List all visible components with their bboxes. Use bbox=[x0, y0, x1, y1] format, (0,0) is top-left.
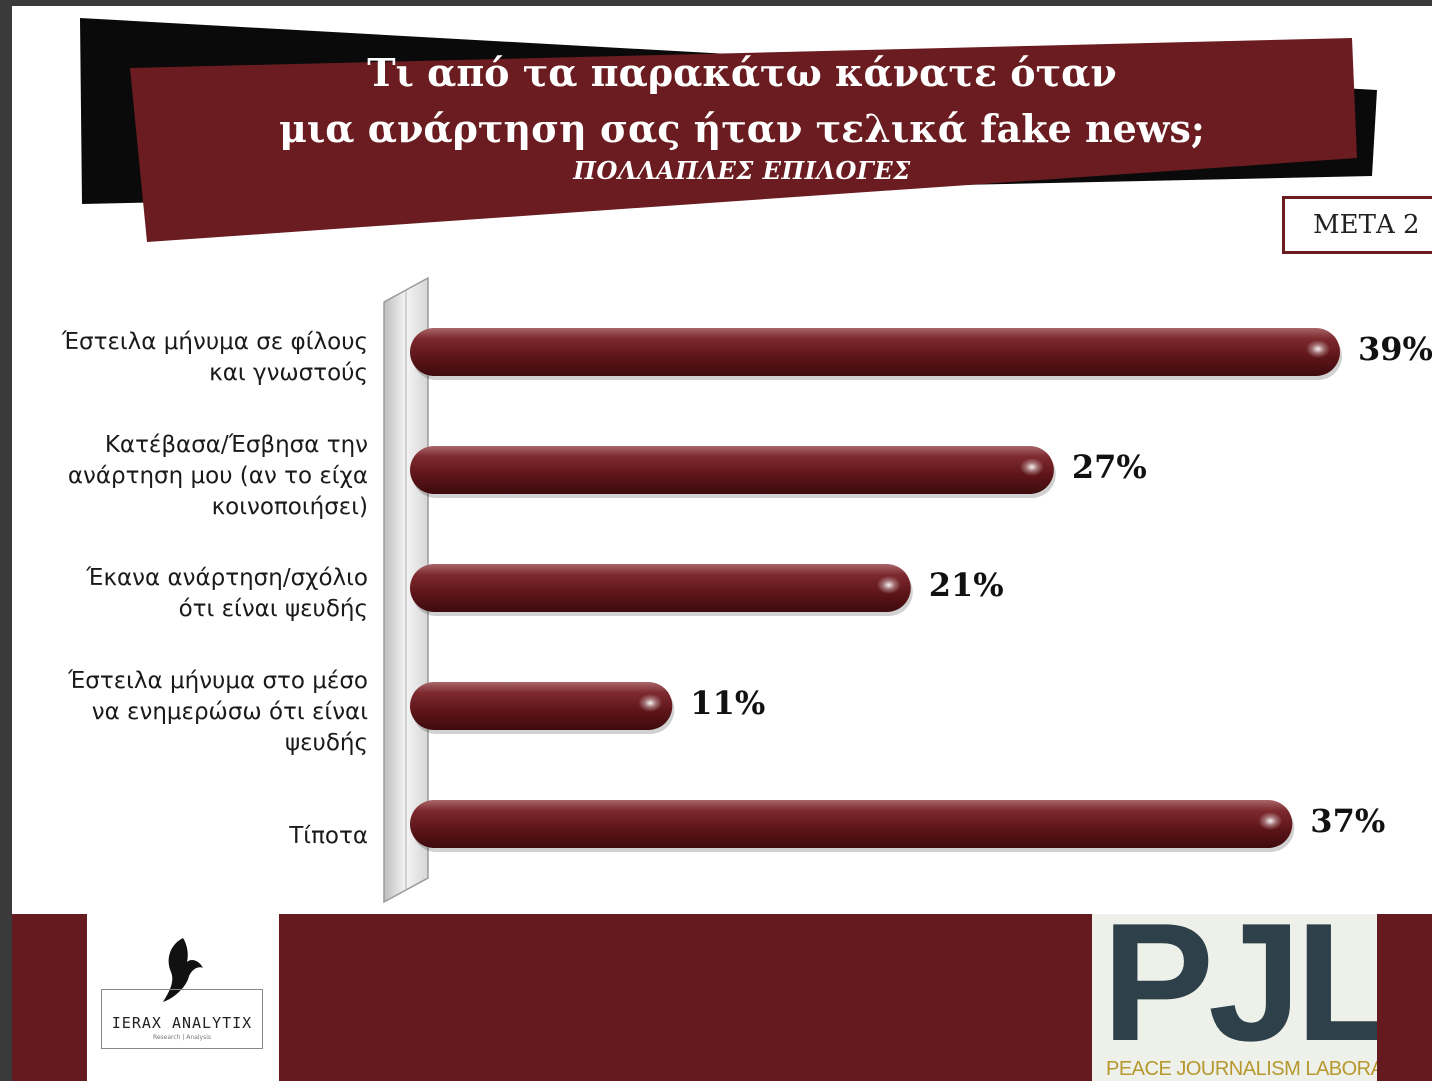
chart-wall bbox=[383, 276, 429, 904]
category-label-line: Έστειλα μήνυμα σε φίλους bbox=[61, 329, 368, 355]
value-label: 37% bbox=[1310, 802, 1386, 840]
ierax-logo-tagline: Research | Analysis bbox=[152, 1034, 212, 1041]
category-label-line: κοινοποιήσει) bbox=[211, 493, 368, 520]
bar-group bbox=[410, 800, 1295, 852]
category-label-line: ότι είναι ψευδής bbox=[178, 596, 368, 622]
category-label: Έστειλα μήνυμα στο μέσο να ενημερώσω ότι … bbox=[32, 666, 368, 759]
value-label: 27% bbox=[1071, 448, 1147, 486]
chart-subtitle: ΠΟΛΛΑΠΛΕΣ ΕΠΙΛΟΓΕΣ bbox=[573, 156, 911, 185]
slide-badge: ΜΕΤΑ 2 bbox=[1282, 196, 1432, 254]
slide: Τι από τα παρακάτω κάνατε όταν μια ανάρτ… bbox=[12, 6, 1432, 1081]
category-label-line: ψευδής bbox=[284, 729, 368, 756]
chart-title-line-2: μια ανάρτηση σας ήταν τελικά fake news; bbox=[279, 106, 1205, 151]
bar-series bbox=[410, 328, 1342, 852]
pjl-logo: PJL PEACE JOURNALISM LABORATORY bbox=[1092, 914, 1377, 1081]
title-banner bbox=[130, 38, 1357, 242]
bar bbox=[410, 564, 911, 612]
chart-title-line-1: Τι από τα παρακάτω κάνατε όταν bbox=[367, 50, 1117, 95]
value-label: 39% bbox=[1358, 330, 1432, 368]
bar bbox=[410, 446, 1054, 494]
category-label: Έκανα ανάρτηση/σχόλιο ότι είναι ψευδής bbox=[32, 563, 368, 625]
bar bbox=[410, 682, 673, 730]
bar-highlight bbox=[1019, 458, 1044, 476]
bar-highlight bbox=[1306, 340, 1330, 358]
bar-highlight bbox=[638, 694, 663, 712]
pjl-logo-letters: PJL bbox=[1102, 914, 1377, 1076]
bar-group bbox=[410, 564, 913, 616]
category-label-line: να ενημερώσω ότι είναι bbox=[91, 698, 368, 725]
value-label: 11% bbox=[690, 684, 766, 722]
hawk-icon bbox=[163, 938, 203, 1002]
category-label: Έστειλα μήνυμα σε φίλους και γνωστούς bbox=[32, 327, 368, 389]
ierax-logo: IERAX ANALYTIX Research | Analysis bbox=[87, 914, 279, 1081]
bar-group bbox=[410, 328, 1342, 380]
category-label-line: Κατέβασα/Έσβησα την bbox=[104, 431, 368, 458]
bar bbox=[410, 328, 1340, 376]
category-label-line: Τίποτα bbox=[289, 822, 368, 849]
category-label-line: ανάρτηση μου (αν το είχα bbox=[67, 462, 368, 489]
slide-graphics bbox=[80, 18, 1377, 904]
ierax-logo-name: IERAX ANALYTIX bbox=[111, 1014, 253, 1032]
category-label: Τίποτα bbox=[32, 821, 368, 852]
ierax-logo-frame: IERAX ANALYTIX Research | Analysis bbox=[101, 989, 263, 1049]
category-label-line: Έκανα ανάρτηση/σχόλιο bbox=[86, 565, 368, 591]
category-label: Κατέβασα/Έσβησα την ανάρτηση μου (αν το ε… bbox=[32, 430, 368, 523]
slide-badge-text: ΜΕΤΑ 2 bbox=[1313, 210, 1420, 240]
bar-group bbox=[410, 682, 675, 734]
bar-highlight bbox=[876, 576, 901, 594]
bar-highlight bbox=[1258, 812, 1283, 830]
bar-group bbox=[410, 446, 1056, 498]
category-label-line: Έστειλα μήνυμα στο μέσο bbox=[68, 667, 368, 694]
value-label: 21% bbox=[928, 566, 1004, 604]
category-label-line: και γνωστούς bbox=[209, 360, 368, 386]
pjl-logo-name: PEACE JOURNALISM LABORATORY bbox=[1106, 1058, 1377, 1080]
bar bbox=[410, 800, 1293, 848]
